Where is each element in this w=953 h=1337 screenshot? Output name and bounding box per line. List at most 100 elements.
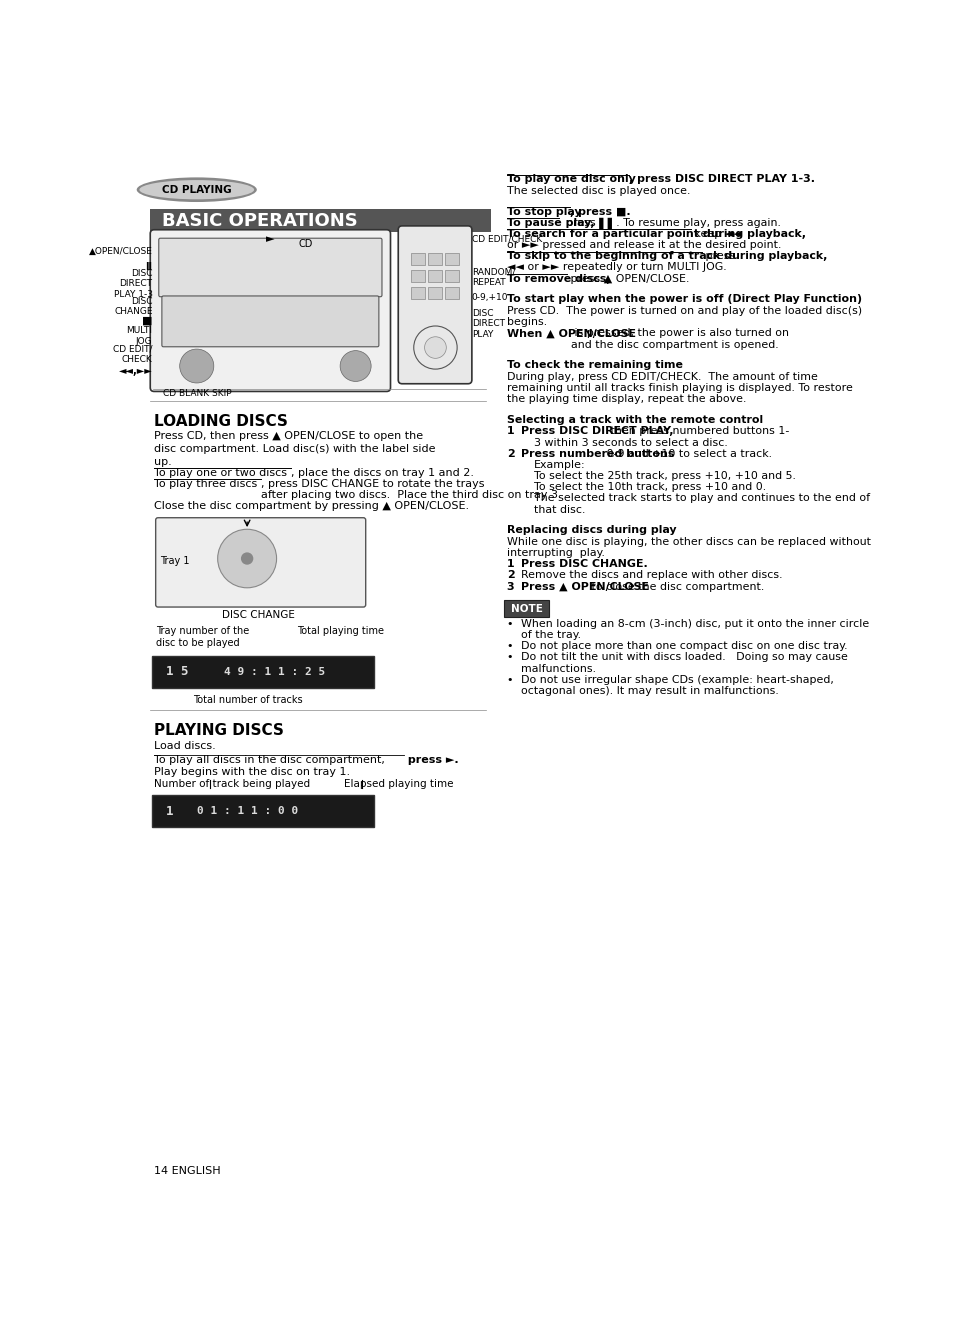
Text: •: • [506, 619, 513, 628]
FancyBboxPatch shape [150, 230, 390, 392]
Text: keep ◄◄: keep ◄◄ [690, 229, 740, 239]
Text: Press CD.  The power is turned on and play of the loaded disc(s): Press CD. The power is turned on and pla… [506, 306, 861, 316]
Circle shape [179, 349, 213, 382]
Text: or ►► pressed and release it at the desired point.: or ►► pressed and release it at the desi… [506, 241, 781, 250]
Text: remaining until all tracks finish playing is displayed. To restore: remaining until all tracks finish playin… [506, 382, 852, 393]
Text: To search for a particular point during playback,: To search for a particular point during … [506, 229, 805, 239]
Text: that disc.: that disc. [534, 504, 584, 515]
FancyBboxPatch shape [397, 226, 472, 384]
Text: press ►.: press ►. [403, 755, 457, 765]
Text: Elapsed playing time: Elapsed playing time [344, 778, 453, 789]
Text: To play one or two discs: To play one or two discs [154, 468, 287, 477]
FancyBboxPatch shape [444, 270, 458, 282]
Text: is pressed, the power is also turned on
and the disc compartment is opened.: is pressed, the power is also turned on … [570, 329, 788, 350]
Text: 1 5: 1 5 [166, 666, 188, 678]
Text: When loading an 8-cm (3-inch) disc, put it onto the inner circle: When loading an 8-cm (3-inch) disc, put … [520, 619, 868, 628]
Text: MULTI
JOG: MULTI JOG [127, 326, 152, 346]
Text: 0-9,+10: 0-9,+10 [472, 293, 508, 302]
Text: 4 9 : 1 1 : 2 5: 4 9 : 1 1 : 2 5 [224, 667, 325, 677]
Text: ►: ► [266, 234, 274, 243]
Circle shape [424, 337, 446, 358]
Text: ◄◄,►►: ◄◄,►► [119, 365, 152, 376]
Text: DISC
DIRECT
PLAY 1-3: DISC DIRECT PLAY 1-3 [113, 269, 152, 298]
Text: 1: 1 [506, 427, 514, 436]
Text: Do not use irregular shape CDs (example: heart-shaped,: Do not use irregular shape CDs (example:… [520, 675, 833, 685]
Text: Press ▲ OPEN/CLOSE: Press ▲ OPEN/CLOSE [520, 582, 648, 592]
Text: CD PLAYING: CD PLAYING [162, 185, 232, 195]
Text: The selected track starts to play and continues to the end of: The selected track starts to play and co… [534, 493, 869, 504]
Text: CD BLANK SKIP: CD BLANK SKIP [163, 389, 232, 398]
Text: Press CD, then press ▲ OPEN/CLOSE to open the
disc compartment. Load disc(s) wit: Press CD, then press ▲ OPEN/CLOSE to ope… [154, 431, 436, 467]
Text: Total number of tracks: Total number of tracks [193, 695, 302, 705]
Text: Press DISC CHANGE.: Press DISC CHANGE. [520, 559, 647, 570]
Text: Selecting a track with the remote control: Selecting a track with the remote contro… [506, 414, 762, 425]
Text: press ▌▌. To resume play, press again.: press ▌▌. To resume play, press again. [558, 218, 781, 229]
Text: octagonal ones). It may result in malfunctions.: octagonal ones). It may result in malfun… [520, 686, 778, 697]
Text: Press numbered buttons: Press numbered buttons [520, 449, 674, 459]
FancyBboxPatch shape [150, 209, 491, 233]
Text: •: • [506, 675, 513, 685]
Text: PLAYING DISCS: PLAYING DISCS [154, 722, 284, 738]
Text: then press numbered buttons 1-: then press numbered buttons 1- [606, 427, 789, 436]
Text: Do not tilt the unit with discs loaded.   Doing so may cause: Do not tilt the unit with discs loaded. … [520, 652, 846, 662]
Text: 1: 1 [166, 805, 173, 818]
Text: of the tray.: of the tray. [520, 630, 580, 640]
Text: CD EDIT/CHECK: CD EDIT/CHECK [472, 234, 541, 243]
FancyBboxPatch shape [427, 270, 441, 282]
Ellipse shape [136, 178, 256, 202]
FancyBboxPatch shape [158, 238, 381, 297]
FancyBboxPatch shape [504, 600, 548, 618]
FancyBboxPatch shape [427, 286, 441, 299]
Text: DISC
DIRECT
PLAY: DISC DIRECT PLAY [472, 309, 504, 338]
Text: To select the 25th track, press +10, +10 and 5.: To select the 25th track, press +10, +10… [534, 471, 795, 481]
Text: Total playing time: Total playing time [297, 626, 384, 635]
Text: Tray number of the
disc to be played: Tray number of the disc to be played [155, 626, 249, 648]
Text: 3 within 3 seconds to select a disc.: 3 within 3 seconds to select a disc. [534, 437, 727, 448]
Text: Load discs.: Load discs. [154, 741, 215, 751]
Text: CD: CD [297, 238, 313, 249]
Text: LOADING DISCS: LOADING DISCS [154, 413, 288, 429]
FancyBboxPatch shape [444, 286, 458, 299]
Text: ▲OPEN/CLOSE: ▲OPEN/CLOSE [89, 247, 152, 255]
Text: The selected disc is played once.: The selected disc is played once. [506, 186, 689, 197]
Text: To start play when the power is off (Direct Play Function): To start play when the power is off (Dir… [506, 294, 861, 303]
Text: CD EDIT/
CHECK: CD EDIT/ CHECK [113, 345, 152, 364]
Text: , press ■.: , press ■. [570, 207, 630, 217]
Text: To pause play,: To pause play, [506, 218, 594, 227]
Circle shape [217, 529, 276, 588]
Text: To skip to the beginning of a track during playback,: To skip to the beginning of a track duri… [506, 251, 826, 261]
Text: When ▲ OPEN/CLOSE: When ▲ OPEN/CLOSE [506, 329, 635, 338]
Text: Do not place more than one compact disc on one disc tray.: Do not place more than one compact disc … [520, 642, 846, 651]
Text: RANDOM/
REPEAT: RANDOM/ REPEAT [472, 267, 515, 287]
Text: While one disc is playing, the other discs can be replaced without: While one disc is playing, the other dis… [506, 537, 870, 547]
Text: press ▲ OPEN/CLOSE.: press ▲ OPEN/CLOSE. [566, 274, 688, 283]
Text: , press DISC CHANGE to rotate the trays
after placing two discs.  Place the thir: , press DISC CHANGE to rotate the trays … [261, 479, 561, 500]
Text: 1: 1 [506, 559, 514, 570]
FancyBboxPatch shape [427, 253, 441, 265]
FancyBboxPatch shape [444, 253, 458, 265]
Text: BASIC OPERATIONS: BASIC OPERATIONS [162, 211, 357, 230]
Text: Tray 1: Tray 1 [160, 556, 190, 566]
Text: 2: 2 [506, 449, 514, 459]
Circle shape [241, 552, 253, 564]
Text: ■: ■ [142, 316, 152, 326]
Text: DISC
CHANGE: DISC CHANGE [114, 297, 152, 317]
Text: 14 ENGLISH: 14 ENGLISH [154, 1166, 220, 1177]
Text: During play, press CD EDIT/CHECK.  The amount of time: During play, press CD EDIT/CHECK. The am… [506, 372, 817, 382]
FancyBboxPatch shape [152, 796, 374, 828]
Text: Remove the discs and replace with other discs.: Remove the discs and replace with other … [520, 571, 781, 580]
FancyBboxPatch shape [410, 270, 424, 282]
Ellipse shape [139, 180, 253, 199]
Text: To stop play: To stop play [506, 207, 580, 217]
Text: press: press [701, 251, 735, 261]
FancyBboxPatch shape [155, 517, 365, 607]
Text: To play three discs: To play three discs [154, 479, 257, 489]
Text: II: II [146, 262, 152, 271]
Text: 0 1 : 1 1 : 0 0: 0 1 : 1 1 : 0 0 [196, 806, 297, 816]
Text: •: • [506, 652, 513, 662]
Text: To play one disc only: To play one disc only [506, 174, 635, 185]
Text: to close the disc compartment.: to close the disc compartment. [588, 582, 763, 592]
Text: ◄◄ or ►► repeatedly or turn MULTI JOG.: ◄◄ or ►► repeatedly or turn MULTI JOG. [506, 262, 725, 273]
Text: interrupting  play.: interrupting play. [506, 548, 604, 558]
Circle shape [340, 350, 371, 381]
